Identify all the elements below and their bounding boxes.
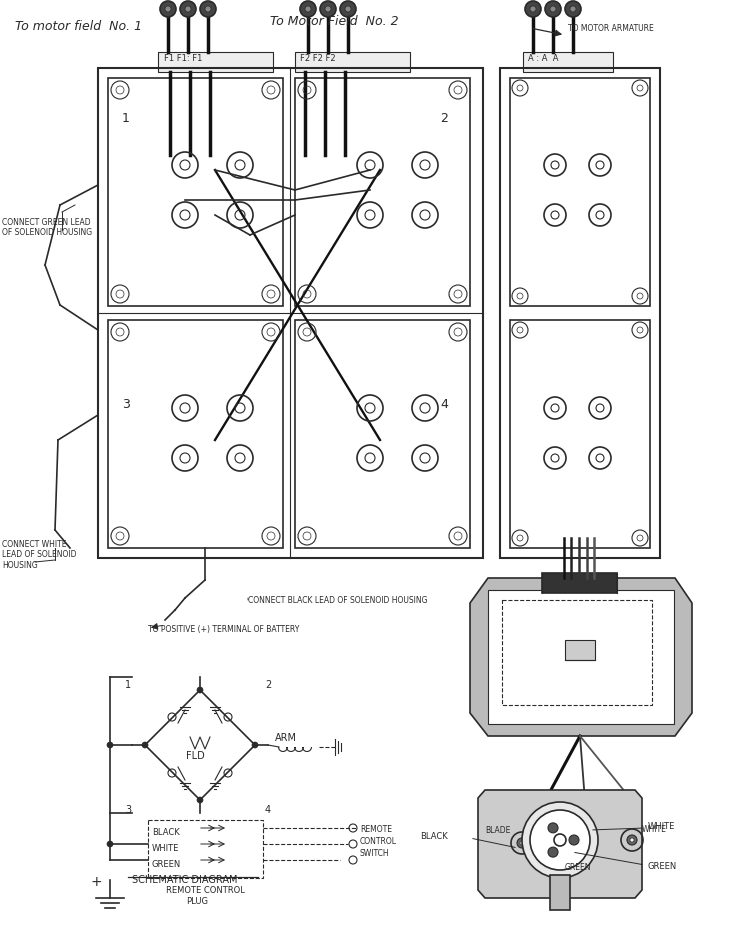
- Text: FLD: FLD: [186, 751, 205, 761]
- Circle shape: [180, 1, 196, 17]
- Text: TO MOTOR ARMATURE: TO MOTOR ARMATURE: [568, 24, 654, 33]
- Circle shape: [160, 1, 176, 17]
- Bar: [510, 320, 650, 548]
- Bar: [488, 590, 674, 724]
- Circle shape: [300, 1, 316, 17]
- Text: To Motor Field  No. 2: To Motor Field No. 2: [270, 15, 399, 28]
- Polygon shape: [478, 790, 642, 898]
- Bar: [500, 68, 660, 558]
- Circle shape: [200, 1, 216, 17]
- Text: 3: 3: [122, 398, 130, 411]
- Text: GREEN: GREEN: [648, 862, 677, 871]
- Text: GREEN: GREEN: [565, 863, 592, 872]
- Text: 1: 1: [125, 680, 131, 690]
- Bar: [565, 640, 595, 660]
- Circle shape: [530, 6, 536, 12]
- Bar: [542, 573, 617, 593]
- Text: TO POSITIVE (+) TERMINAL OF BATTERY: TO POSITIVE (+) TERMINAL OF BATTERY: [148, 625, 300, 634]
- Text: WHITE: WHITE: [152, 844, 180, 853]
- Bar: [295, 52, 410, 72]
- Circle shape: [205, 6, 211, 12]
- Text: To motor field  No. 1: To motor field No. 1: [15, 20, 142, 33]
- Circle shape: [185, 6, 191, 12]
- Bar: [98, 68, 483, 558]
- Text: PLUG: PLUG: [186, 897, 208, 906]
- Circle shape: [570, 6, 576, 12]
- Circle shape: [197, 687, 203, 693]
- Text: 2: 2: [440, 112, 448, 125]
- Bar: [295, 78, 470, 306]
- Text: 2: 2: [265, 680, 272, 690]
- Text: CONNECT GREEN LEAD
OF SOLENOID HOUSING: CONNECT GREEN LEAD OF SOLENOID HOUSING: [2, 218, 92, 238]
- Text: GREEN: GREEN: [152, 860, 181, 869]
- Circle shape: [107, 841, 113, 847]
- Circle shape: [142, 742, 148, 748]
- Text: BLACK: BLACK: [420, 832, 447, 841]
- Bar: [148, 820, 263, 878]
- Circle shape: [107, 742, 113, 748]
- Circle shape: [197, 797, 203, 803]
- Text: 4: 4: [440, 398, 448, 411]
- Text: SCHEMATIC DIAGRAM: SCHEMATIC DIAGRAM: [132, 875, 238, 885]
- Circle shape: [165, 6, 171, 12]
- Text: REMOTE CONTROL: REMOTE CONTROL: [166, 886, 245, 895]
- Text: WHITE: WHITE: [648, 822, 676, 831]
- Bar: [295, 320, 470, 548]
- Text: BLADE: BLADE: [485, 826, 510, 835]
- Circle shape: [252, 742, 258, 748]
- Circle shape: [565, 1, 581, 17]
- Text: CONTROL: CONTROL: [360, 837, 397, 846]
- Circle shape: [305, 6, 311, 12]
- Bar: [510, 78, 650, 306]
- Circle shape: [525, 1, 541, 17]
- Circle shape: [583, 846, 587, 850]
- Text: ARM: ARM: [275, 733, 297, 743]
- Circle shape: [325, 6, 331, 12]
- Text: 1: 1: [122, 112, 130, 125]
- Circle shape: [630, 838, 634, 842]
- Bar: [523, 52, 613, 72]
- Text: +: +: [90, 875, 102, 889]
- Text: CONNECT BLACK LEAD OF SOLENOID HOUSING: CONNECT BLACK LEAD OF SOLENOID HOUSING: [248, 596, 428, 605]
- Circle shape: [530, 810, 590, 870]
- Circle shape: [550, 6, 556, 12]
- Text: F1 F1: F1: F1 F1: F1: [164, 54, 202, 63]
- Text: 3: 3: [125, 805, 131, 815]
- Circle shape: [569, 835, 579, 845]
- Circle shape: [320, 1, 336, 17]
- Circle shape: [520, 841, 524, 845]
- Bar: [502, 600, 652, 705]
- Text: F2 F2 F2: F2 F2 F2: [300, 54, 336, 63]
- Text: A : A  A: A : A A: [528, 54, 559, 63]
- Bar: [108, 320, 283, 548]
- Bar: [108, 78, 283, 306]
- Text: REMOTE: REMOTE: [360, 825, 392, 834]
- Circle shape: [522, 802, 598, 878]
- Bar: [550, 875, 570, 910]
- Circle shape: [545, 1, 561, 17]
- Circle shape: [517, 838, 527, 848]
- Circle shape: [340, 1, 356, 17]
- Text: CONNECT WHITE
LEAD OF SOLENOID
HOUSING: CONNECT WHITE LEAD OF SOLENOID HOUSING: [2, 540, 77, 570]
- Circle shape: [548, 822, 558, 833]
- Circle shape: [580, 843, 590, 853]
- Text: BLACK: BLACK: [152, 828, 180, 837]
- Text: SWITCH: SWITCH: [360, 849, 389, 858]
- Bar: [158, 52, 273, 72]
- Text: WHITE: WHITE: [642, 825, 667, 834]
- Circle shape: [548, 847, 558, 857]
- Circle shape: [345, 6, 351, 12]
- Text: 4: 4: [265, 805, 271, 815]
- Circle shape: [627, 835, 637, 845]
- Polygon shape: [470, 578, 692, 736]
